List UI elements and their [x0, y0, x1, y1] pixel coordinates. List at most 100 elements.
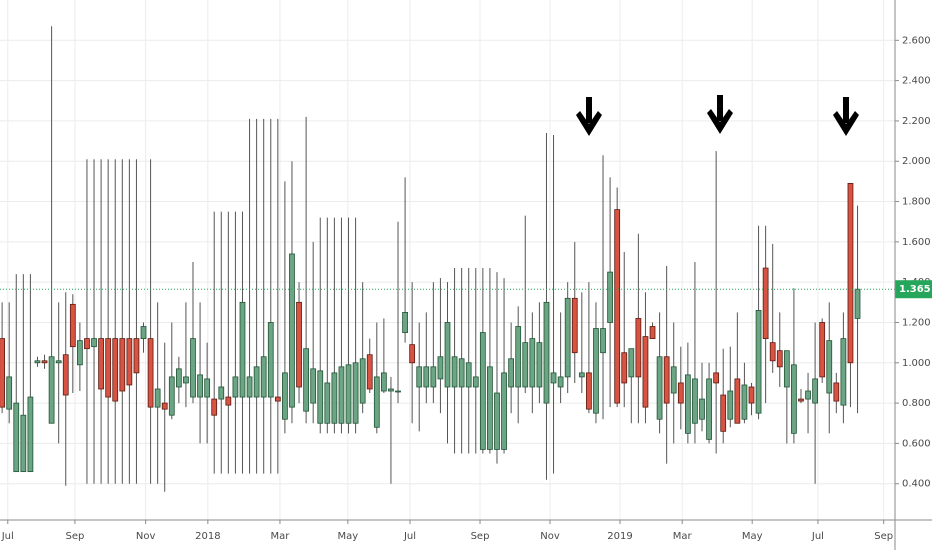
candle-body: [402, 312, 408, 333]
x-tick-label: Mar: [673, 531, 693, 542]
candle-body: [77, 340, 83, 366]
candle-body: [727, 390, 734, 420]
arrow: [707, 95, 733, 134]
candle-body: [607, 271, 613, 323]
candle-body: [847, 183, 854, 364]
x-tick-label: Jul: [403, 531, 416, 542]
candle-body: [303, 348, 309, 412]
candle-body: [713, 372, 720, 384]
candle-body: [154, 388, 161, 408]
candle-body: [161, 402, 168, 410]
candle-body: [98, 338, 104, 390]
candle-body: [487, 366, 493, 450]
candle-body: [204, 378, 211, 398]
candle-body: [586, 372, 592, 410]
candle-body: [783, 350, 790, 388]
candle-body: [472, 376, 479, 388]
candle-body: [798, 398, 804, 402]
candle-body: [6, 376, 13, 410]
candle-body: [684, 374, 691, 434]
x-tick-label: Sep: [471, 531, 490, 542]
candle-body: [430, 366, 437, 388]
candle-body: [649, 326, 656, 340]
candle-body: [741, 384, 748, 420]
candle-body: [253, 366, 260, 398]
candle-body: [69, 303, 76, 348]
candle-body: [0, 338, 5, 408]
candle-body: [409, 344, 416, 364]
candle-body: [479, 332, 486, 450]
candle-body: [168, 376, 175, 416]
candle-body: [614, 209, 621, 404]
candle-body: [331, 372, 338, 424]
candle-body: [239, 301, 246, 398]
candle-body: [133, 338, 140, 374]
candle-body: [416, 366, 423, 388]
candle-body: [755, 309, 762, 414]
candle-body: [175, 368, 182, 388]
candle-body: [812, 378, 818, 404]
candle-body: [218, 386, 225, 400]
candle-body: [762, 267, 769, 340]
x-tick-label: Sep: [66, 531, 85, 542]
candle-body: [508, 358, 514, 388]
candle-body: [621, 352, 628, 384]
candle-body: [13, 402, 20, 473]
y-tick-label: 1.600: [902, 237, 931, 248]
candle-body: [494, 392, 500, 450]
candle-body: [677, 382, 684, 404]
x-tick-label: May: [742, 531, 763, 542]
candle-body: [791, 364, 797, 434]
candle-body: [451, 356, 458, 388]
y-tick-label: 2.000: [902, 156, 931, 167]
candle-body: [190, 338, 196, 398]
candle-body: [112, 338, 119, 402]
candle-body: [536, 342, 543, 388]
candle-body: [720, 394, 727, 432]
candle-body: [444, 322, 451, 388]
candle-body: [578, 372, 585, 378]
candle-body: [289, 253, 295, 408]
candle-body: [692, 378, 698, 424]
candle-body: [274, 396, 281, 402]
x-tick-label: 2019: [607, 531, 632, 542]
candle-body: [147, 338, 154, 408]
candle-body: [41, 360, 48, 364]
candle-body: [501, 372, 507, 450]
overlay: 1.365: [0, 280, 932, 299]
x-tick-label: Jul: [811, 531, 824, 542]
candle-body: [105, 338, 112, 398]
y-tick-label: 2.200: [902, 116, 931, 127]
y-tick-label: 1.800: [902, 197, 931, 208]
candle-body: [267, 322, 274, 398]
candle-body: [282, 372, 288, 420]
candle-body: [734, 378, 741, 424]
y-tick-label: 0.800: [902, 398, 931, 409]
candle-body: [197, 374, 203, 398]
y-tick-label: 0.600: [902, 438, 931, 449]
candle-body: [557, 376, 564, 388]
candle-body: [225, 396, 232, 406]
candle-body: [699, 398, 705, 420]
candle-body: [395, 390, 401, 393]
candle-body: [296, 301, 302, 388]
candle-body: [119, 338, 126, 392]
candle-body: [515, 326, 522, 388]
candle-body: [458, 358, 465, 388]
x-tick-label: Nov: [540, 531, 560, 542]
candle-body: [211, 398, 218, 416]
candle-body: [635, 318, 642, 378]
x-tick-label: Jul: [1, 531, 14, 542]
candle-body: [776, 350, 783, 368]
y-tick-label: 1.000: [902, 358, 931, 369]
candle-body: [62, 354, 69, 396]
candle-body: [366, 354, 373, 390]
candle-body: [642, 336, 649, 408]
candle-body: [20, 414, 27, 473]
candle-body: [388, 388, 394, 392]
candle-body: [373, 376, 380, 428]
candle-body: [826, 340, 833, 394]
arrow: [576, 97, 602, 136]
